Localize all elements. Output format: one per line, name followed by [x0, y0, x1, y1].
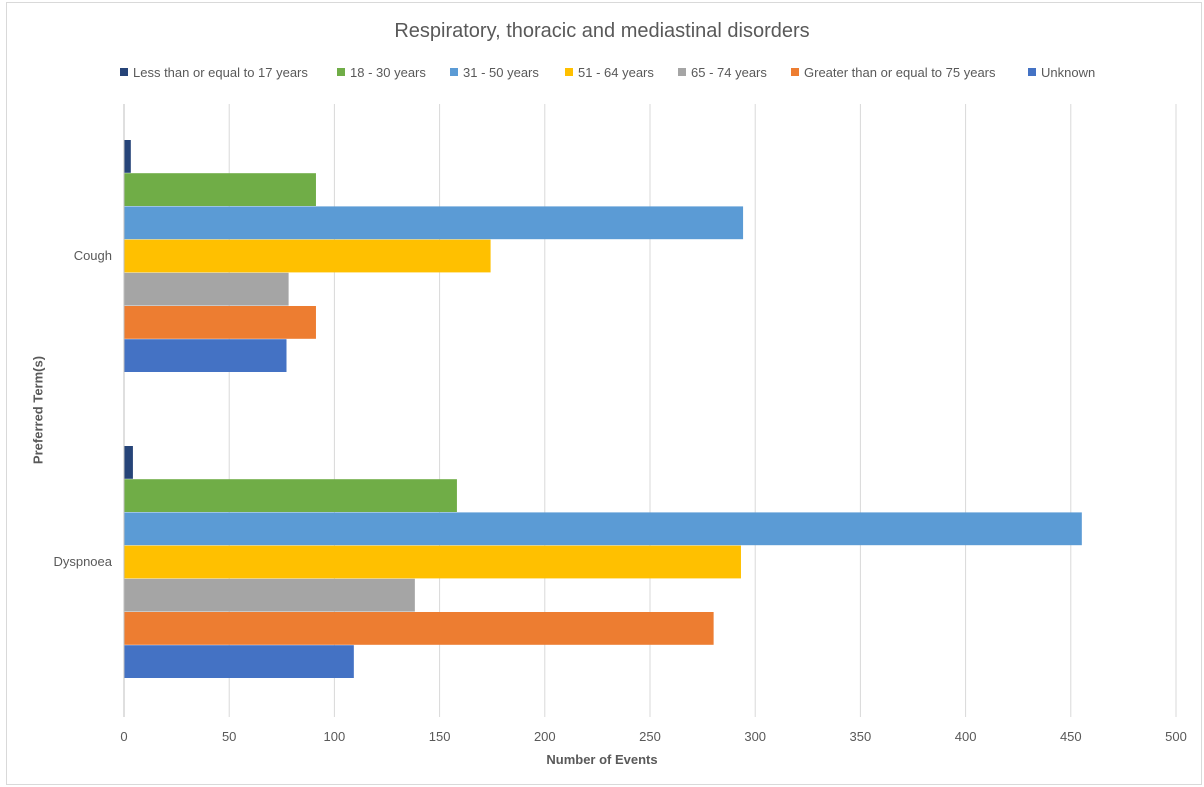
bar: [124, 612, 714, 645]
y-category-label: Cough: [74, 248, 112, 263]
bar: [124, 239, 491, 273]
legend-label: Less than or equal to 17 years: [133, 64, 308, 80]
bar: [124, 306, 316, 339]
y-category-label: Dyspnoea: [53, 554, 112, 569]
chart-title: Respiratory, thoracic and mediastinal di…: [394, 20, 810, 42]
x-tick-label: 500: [1165, 729, 1187, 744]
legend-label: 31 - 50 years: [463, 64, 539, 80]
legend: Less than or equal to 17 years 18 - 30 ye…: [0, 63, 1204, 81]
legend-item: 31 - 50 years: [450, 63, 539, 81]
legend-swatch: [450, 68, 458, 76]
bar: [124, 173, 316, 206]
bar: [124, 140, 131, 173]
x-tick-label: 450: [1060, 729, 1082, 744]
legend-item: 65 - 74 years: [678, 63, 767, 81]
x-tick-label: 50: [222, 729, 236, 744]
x-axis-title: Number of Events: [546, 752, 658, 767]
bar: [124, 339, 287, 372]
legend-label: 65 - 74 years: [691, 64, 767, 80]
legend-label: 51 - 64 years: [578, 64, 654, 80]
x-tick-label: 200: [534, 729, 556, 744]
x-tick-label: 400: [955, 729, 977, 744]
bar: [124, 578, 415, 612]
bar: [124, 645, 354, 678]
bar: [124, 272, 289, 306]
legend-swatch: [1028, 68, 1036, 76]
legend-item: Greater than or equal to 75 years: [791, 63, 996, 81]
legend-item: Less than or equal to 17 years: [120, 63, 308, 81]
bar: [124, 206, 744, 240]
bar: [124, 446, 133, 479]
legend-item: 18 - 30 years: [337, 63, 426, 81]
legend-label: 18 - 30 years: [350, 64, 426, 80]
legend-item: Unknown: [1028, 63, 1095, 81]
x-tick-label: 250: [639, 729, 661, 744]
bar: [124, 479, 457, 512]
x-tick-label: 0: [120, 729, 127, 744]
legend-label: Unknown: [1041, 64, 1096, 80]
x-tick-label: 150: [429, 729, 451, 744]
x-tick-label: 300: [744, 729, 766, 744]
legend-swatch: [678, 68, 686, 76]
legend-swatch: [565, 68, 573, 76]
legend-swatch: [791, 68, 799, 76]
legend-label: Greater than or equal to 75 years: [804, 64, 996, 80]
legend-swatch: [120, 68, 128, 76]
legend-item: 51 - 64 years: [565, 63, 654, 81]
legend-swatch: [337, 68, 345, 76]
bar: [124, 545, 741, 579]
bar: [124, 512, 1082, 546]
x-tick-label: 100: [324, 729, 346, 744]
x-tick-label: 350: [850, 729, 872, 744]
